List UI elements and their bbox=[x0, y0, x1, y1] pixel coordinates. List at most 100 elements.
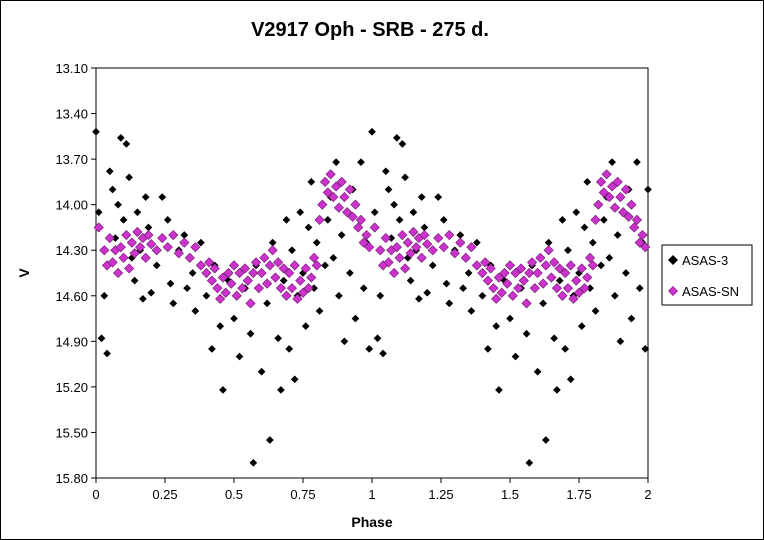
data-point bbox=[629, 222, 640, 233]
data-point bbox=[521, 298, 532, 309]
data-point bbox=[141, 193, 150, 202]
data-point bbox=[288, 246, 296, 255]
data-point bbox=[103, 349, 111, 358]
data-point bbox=[361, 229, 372, 241]
data-point bbox=[532, 267, 543, 279]
data-point bbox=[267, 245, 278, 256]
data-point bbox=[419, 229, 430, 241]
data-point bbox=[605, 253, 614, 262]
data-point bbox=[373, 334, 382, 343]
data-point bbox=[597, 261, 606, 270]
data-point bbox=[242, 275, 253, 286]
x-tick-label: 1 bbox=[368, 487, 375, 502]
data-point bbox=[262, 278, 273, 289]
x-tick-label: 0.25 bbox=[152, 487, 177, 502]
data-point bbox=[518, 275, 529, 286]
data-point bbox=[564, 246, 572, 255]
data-point bbox=[400, 263, 411, 274]
data-point bbox=[216, 322, 225, 331]
data-point bbox=[342, 207, 353, 218]
data-point bbox=[220, 287, 231, 298]
x-tick-label: 1.25 bbox=[428, 487, 453, 502]
data-point bbox=[562, 283, 574, 294]
data-point bbox=[146, 239, 157, 250]
data-point bbox=[433, 232, 444, 244]
data-point bbox=[483, 344, 492, 353]
data-point bbox=[230, 314, 238, 323]
data-point bbox=[438, 242, 449, 253]
data-point bbox=[206, 275, 218, 286]
data-point bbox=[364, 242, 375, 253]
data-point bbox=[275, 283, 287, 294]
data-point bbox=[416, 252, 427, 263]
data-point bbox=[228, 260, 240, 271]
data-point bbox=[401, 173, 410, 182]
data-point bbox=[493, 272, 505, 283]
data-point bbox=[478, 291, 487, 300]
data-point bbox=[143, 229, 154, 241]
data-point bbox=[572, 208, 581, 217]
data-point bbox=[488, 283, 499, 294]
data-point bbox=[609, 202, 620, 213]
data-point bbox=[577, 322, 586, 331]
y-axis-label: V bbox=[16, 268, 32, 278]
data-point bbox=[173, 248, 184, 259]
data-point bbox=[152, 261, 161, 270]
x-axis-label: Phase bbox=[351, 514, 392, 530]
data-point bbox=[162, 242, 173, 253]
data-point bbox=[449, 248, 460, 259]
data-point bbox=[599, 215, 608, 224]
data-point bbox=[166, 279, 175, 288]
data-point bbox=[529, 283, 540, 294]
data-point bbox=[472, 238, 481, 247]
data-point bbox=[104, 232, 115, 244]
data-point bbox=[202, 291, 211, 300]
data-point bbox=[336, 176, 347, 187]
legend-label: ASAS-3 bbox=[682, 253, 728, 268]
data-point bbox=[183, 284, 192, 293]
data-point bbox=[234, 267, 245, 279]
data-point bbox=[270, 272, 281, 283]
data-point bbox=[543, 245, 554, 256]
legend-label: ASAS-SN bbox=[682, 284, 739, 299]
data-point bbox=[315, 307, 324, 315]
data-point bbox=[207, 344, 216, 353]
data-point bbox=[550, 334, 559, 343]
data-point bbox=[184, 252, 195, 263]
data-point bbox=[365, 344, 374, 353]
data-point bbox=[566, 375, 575, 384]
data-point bbox=[245, 298, 256, 309]
data-point bbox=[163, 215, 172, 224]
data-point bbox=[290, 375, 299, 384]
data-point bbox=[329, 253, 338, 262]
data-point bbox=[317, 199, 328, 210]
data-point bbox=[147, 288, 156, 297]
data-point bbox=[328, 191, 339, 203]
data-point bbox=[409, 208, 418, 217]
data-point bbox=[582, 272, 593, 283]
data-point bbox=[295, 275, 306, 286]
data-point bbox=[133, 208, 142, 217]
data-point bbox=[97, 334, 106, 343]
data-point bbox=[204, 257, 215, 268]
data-point bbox=[285, 344, 294, 353]
data-point bbox=[304, 223, 313, 232]
data-point bbox=[307, 177, 316, 186]
data-point bbox=[226, 278, 237, 289]
y-tick-label: 14.60 bbox=[55, 289, 88, 304]
data-point bbox=[554, 263, 565, 274]
data-point bbox=[239, 263, 251, 274]
data-point bbox=[482, 275, 494, 286]
data-point bbox=[273, 257, 284, 268]
data-point bbox=[116, 133, 125, 142]
data-point bbox=[292, 293, 303, 304]
data-point bbox=[422, 239, 433, 250]
data-point bbox=[555, 276, 564, 285]
data-point bbox=[467, 307, 476, 315]
data-point bbox=[417, 193, 426, 202]
data-point bbox=[223, 267, 234, 279]
data-point bbox=[406, 276, 415, 285]
legend: ASAS-3 ASAS-SN bbox=[661, 244, 753, 306]
data-point bbox=[124, 263, 135, 274]
data-point bbox=[388, 267, 400, 279]
